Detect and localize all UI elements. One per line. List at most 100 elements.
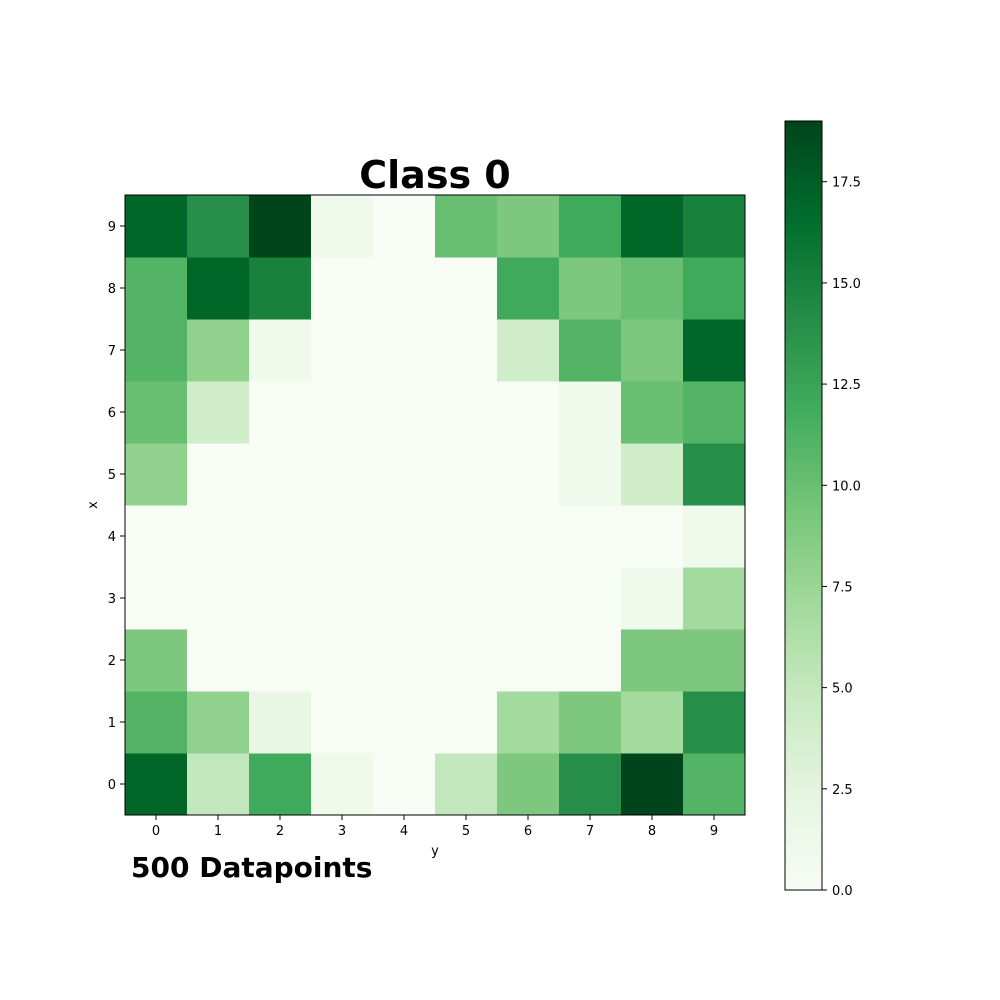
heatmap-cell-x3-y7	[559, 567, 622, 630]
heatmap-cell-x9-y3	[311, 195, 374, 258]
heatmap-cell-x1-y6	[497, 691, 560, 754]
y-tick-label: 0	[108, 778, 116, 793]
heatmap-cell-x7-y2	[249, 319, 312, 382]
heatmap-cell-x5-y0	[125, 443, 188, 506]
x-tick-label: 8	[648, 824, 656, 839]
heatmap-cell-x2-y3	[311, 629, 374, 692]
heatmap-cell-x6-y1	[187, 381, 250, 444]
heatmap-cell-x5-y4	[373, 443, 436, 506]
heatmap-cell-x5-y8	[621, 443, 684, 506]
heatmap-cell-x2-y9	[683, 629, 746, 692]
heatmap-cell-x9-y9	[683, 195, 746, 258]
heatmap-cell-x8-y3	[311, 257, 374, 320]
x-tick-label: 7	[586, 824, 594, 839]
y-tick-label: 3	[108, 592, 116, 607]
datapoints-annotation: 500 Datapoints	[131, 851, 372, 884]
heatmap-cell-x5-y3	[311, 443, 374, 506]
heatmap-cell-x0-y7	[559, 753, 622, 816]
heatmap-cell-x5-y1	[187, 443, 250, 506]
heatmap-cell-x9-y2	[249, 195, 312, 258]
heatmap-cell-x8-y2	[249, 257, 312, 320]
heatmap-cell-x4-y6	[497, 505, 560, 568]
heatmap-cell-x3-y8	[621, 567, 684, 630]
heatmap-cell-x9-y7	[559, 195, 622, 258]
x-tick-label: 5	[462, 824, 470, 839]
heatmap-cell-x2-y0	[125, 629, 188, 692]
colorbar-tick-label: 5.0	[832, 682, 853, 697]
heatmap-cell-x9-y4	[373, 195, 436, 258]
heatmap-cell-x4-y1	[187, 505, 250, 568]
heatmap-cell-x8-y1	[187, 257, 250, 320]
heatmap-cell-x8-y8	[621, 257, 684, 320]
colorbar-tick-label: 2.5	[832, 783, 853, 798]
heatmap-cell-x2-y6	[497, 629, 560, 692]
x-axis-label: y	[431, 844, 439, 859]
heatmap-cell-x1-y3	[311, 691, 374, 754]
heatmap-cell-x1-y0	[125, 691, 188, 754]
heatmap-cell-x0-y8	[621, 753, 684, 816]
heatmap-cell-x2-y4	[373, 629, 436, 692]
heatmap-cell-x3-y3	[311, 567, 374, 630]
heatmap-cell-x8-y6	[497, 257, 560, 320]
heatmap-cell-x7-y3	[311, 319, 374, 382]
heatmap-cell-x6-y7	[559, 381, 622, 444]
heatmap-cell-x8-y7	[559, 257, 622, 320]
heatmap-cell-x4-y8	[621, 505, 684, 568]
heatmap-cell-x5-y5	[435, 443, 498, 506]
heatmap-cell-x6-y9	[683, 381, 746, 444]
heatmap-cell-x3-y0	[125, 567, 188, 630]
heatmap-cell-x0-y9	[683, 753, 746, 816]
heatmap-cell-x6-y5	[435, 381, 498, 444]
heatmap-cell-x2-y5	[435, 629, 498, 692]
heatmap-cell-x2-y1	[187, 629, 250, 692]
heatmap-cell-x1-y1	[187, 691, 250, 754]
y-axis-label: x	[86, 501, 101, 509]
heatmap-cell-x7-y5	[435, 319, 498, 382]
heatmap-cell-x4-y3	[311, 505, 374, 568]
x-tick-label: 2	[276, 824, 284, 839]
heatmap-cell-x3-y9	[683, 567, 746, 630]
y-tick-label: 2	[108, 654, 116, 669]
heatmap-cell-x5-y6	[497, 443, 560, 506]
heatmap-cell-x1-y7	[559, 691, 622, 754]
heatmap-cell-x4-y4	[373, 505, 436, 568]
colorbar-tick-label: 10.0	[832, 479, 861, 494]
x-tick-label: 0	[152, 824, 160, 839]
heatmap-cell-x6-y8	[621, 381, 684, 444]
x-tick-label: 6	[524, 824, 532, 839]
heatmap-cell-x1-y8	[621, 691, 684, 754]
heatmap-cell-x5-y9	[683, 443, 746, 506]
heatmap-cell-x6-y3	[311, 381, 374, 444]
heatmap-cell-x8-y4	[373, 257, 436, 320]
y-tick-label: 5	[108, 468, 116, 483]
heatmap-cell-x0-y5	[435, 753, 498, 816]
heatmap-cell-x0-y1	[187, 753, 250, 816]
heatmap-cell-x8-y0	[125, 257, 188, 320]
heatmap-cell-x2-y7	[559, 629, 622, 692]
heatmap-cell-x9-y8	[621, 195, 684, 258]
heatmap-cell-x9-y5	[435, 195, 498, 258]
heatmap-cell-x4-y2	[249, 505, 312, 568]
heatmap-cell-x1-y4	[373, 691, 436, 754]
heatmap-cell-x4-y0	[125, 505, 188, 568]
heatmap-cell-x6-y0	[125, 381, 188, 444]
heatmap-cell-x4-y7	[559, 505, 622, 568]
y-tick-label: 7	[108, 344, 116, 359]
heatmap-cell-x8-y9	[683, 257, 746, 320]
y-tick-label: 9	[108, 220, 116, 235]
heatmap-cell-x4-y9	[683, 505, 746, 568]
heatmap-cell-x7-y7	[559, 319, 622, 382]
heatmap-cell-x0-y4	[373, 753, 436, 816]
colorbar-tick-label: 0.0	[832, 884, 853, 899]
heatmap-cell-x0-y2	[249, 753, 312, 816]
heatmap-cell-x4-y5	[435, 505, 498, 568]
heatmap-cell-x7-y0	[125, 319, 188, 382]
heatmap-cell-x9-y0	[125, 195, 188, 258]
heatmap-cell-x6-y4	[373, 381, 436, 444]
heatmap-cell-x8-y5	[435, 257, 498, 320]
heatmap-cell-x5-y2	[249, 443, 312, 506]
y-tick-label: 8	[108, 282, 116, 297]
heatmap	[125, 195, 746, 816]
x-axis: 0 1 2 3 4 5 6 7 8 9	[152, 815, 718, 839]
